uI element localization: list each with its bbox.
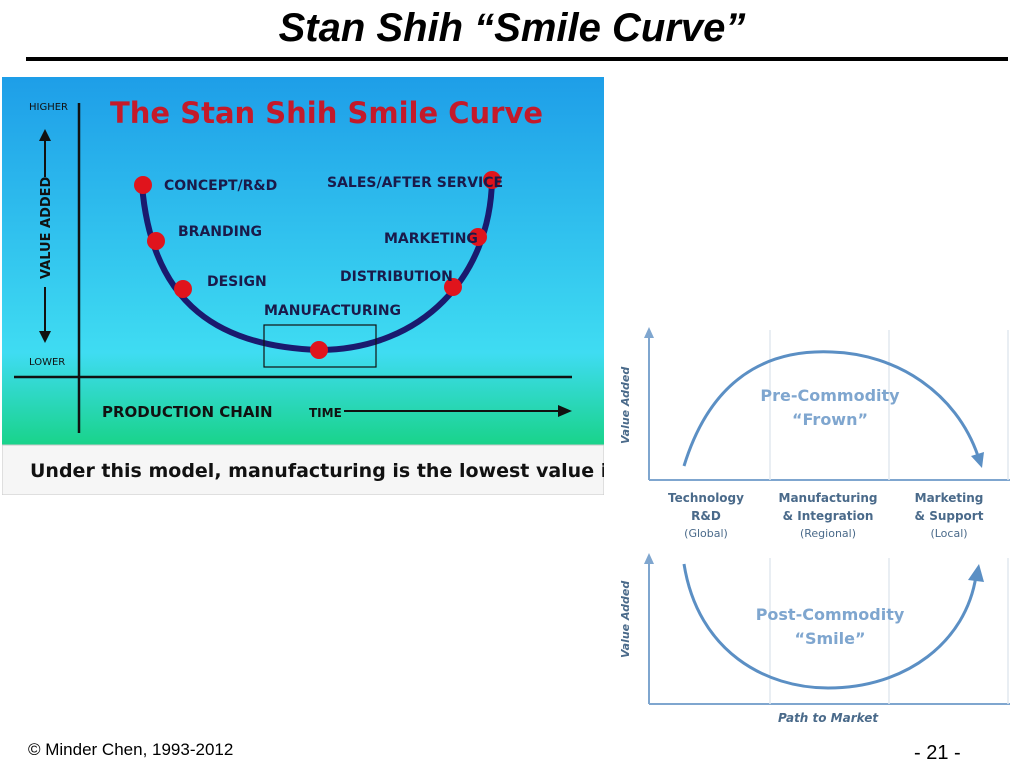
frown-value-added-label: Value Added: [619, 367, 632, 444]
axis-value-added-label: VALUE ADDED: [39, 176, 54, 279]
column-1-line-3: (Global): [684, 527, 728, 540]
column-3-line-3: (Local): [930, 527, 967, 540]
down-arrow-head-icon: [39, 331, 51, 343]
stage-dot-concept: [134, 176, 152, 194]
column-1-line-2: R&D: [691, 509, 721, 523]
stage-dot-marketing: [469, 228, 487, 246]
diagram-heading: The Stan Shih Smile Curve: [110, 96, 543, 130]
frown-smile-background: [606, 322, 1018, 724]
diagram-caption: Under this model, manufacturing is the l…: [30, 460, 604, 482]
axis-lower-label: LOWER: [29, 357, 65, 368]
slide-title: Stan Shih “Smile Curve”: [278, 6, 746, 50]
stage-dot-sales: [483, 171, 501, 189]
column-1-line-1: Technology: [668, 491, 744, 505]
up-arrow-head-icon: [39, 129, 51, 141]
production-chain-label: PRODUCTION CHAIN: [102, 403, 273, 421]
stage-label-concept: CONCEPT/R&D: [164, 178, 277, 194]
axis-higher-label: HIGHER: [29, 102, 68, 113]
frown-smile-diagram: Value Added Pre-Commodity “Frown” Techno…: [606, 322, 1018, 724]
frown-subtitle: “Frown”: [792, 410, 868, 429]
smile-axis-arrow-icon: [644, 553, 654, 564]
stage-label-sales: SALES/AFTER SERVICE: [327, 175, 503, 191]
column-3-line-2: & Support: [915, 509, 984, 523]
frown-curve-arrow-icon: [971, 452, 984, 468]
stage-label-marketing: MARKETING: [384, 231, 478, 247]
smile-curve-diagram: The Stan Shih Smile Curve HIGHER VALUE A…: [2, 77, 604, 495]
stage-label-branding: BRANDING: [178, 224, 262, 240]
column-2-line-2: & Integration: [783, 509, 874, 523]
path-to-market-label: Path to Market: [778, 711, 879, 724]
title-divider: [26, 57, 1008, 61]
smile-curve-line: [682, 563, 978, 690]
stage-dot-branding: [147, 232, 165, 250]
column-2-line-3: (Regional): [800, 527, 856, 540]
stage-label-distribution: DISTRIBUTION: [340, 269, 453, 285]
stage-label-design: DESIGN: [207, 274, 267, 290]
footer-copyright: © Minder Chen, 1993-2012: [28, 740, 234, 759]
frown-title: Pre-Commodity: [760, 386, 900, 405]
smile-curve-arrow-icon: [968, 564, 984, 582]
column-2-line-1: Manufacturing: [779, 491, 878, 505]
time-arrow-head-icon: [558, 405, 572, 417]
diagram-background: [2, 77, 604, 445]
manufacturing-highlight-box: [263, 324, 377, 368]
footer-page-number: - 21 -: [914, 742, 961, 764]
smile-title: Post-Commodity: [756, 605, 905, 624]
stage-label-manufacturing: MANUFACTURING: [264, 303, 401, 319]
time-label: TIME: [309, 406, 342, 420]
stage-dot-distribution: [444, 278, 462, 296]
caption-background: [2, 444, 604, 495]
stage-dot-design: [174, 280, 192, 298]
smile-subtitle: “Smile”: [794, 629, 865, 648]
stage-dot-manufacturing: [310, 341, 328, 359]
column-3-line-1: Marketing: [915, 491, 984, 505]
smile-value-added-label: Value Added: [619, 581, 632, 658]
frown-curve-line: [682, 350, 980, 467]
frown-axis-arrow-icon: [644, 327, 654, 338]
